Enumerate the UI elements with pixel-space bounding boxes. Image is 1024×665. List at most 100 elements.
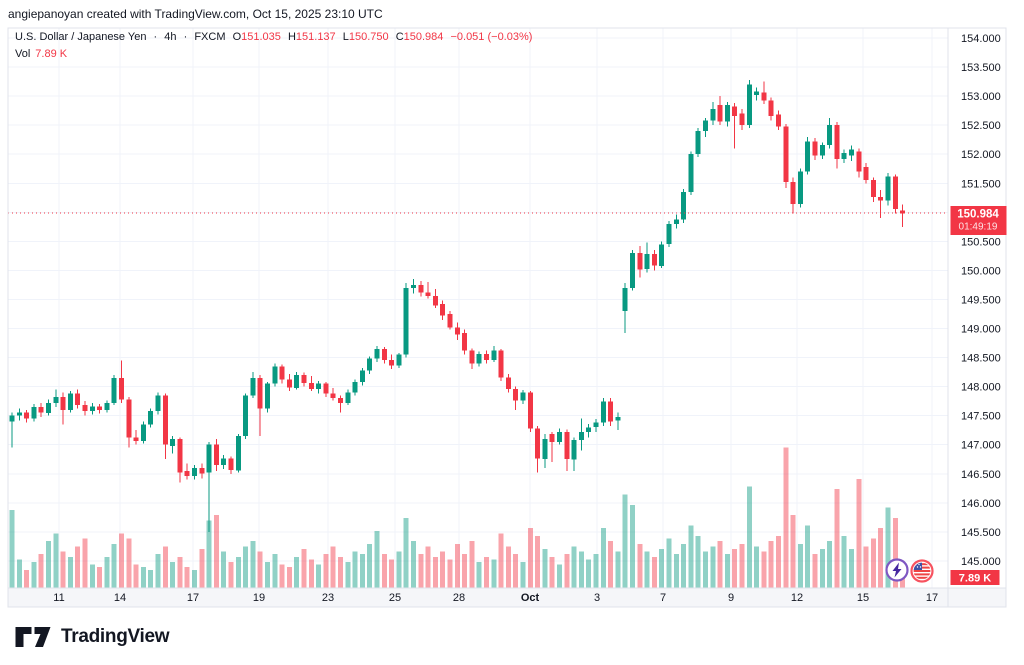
volume-bar: [462, 554, 468, 588]
candle-body: [892, 176, 898, 209]
candle-body: [476, 354, 482, 364]
candle-body: [31, 406, 37, 419]
high-label: H: [287, 31, 296, 43]
time-axis-label: 28: [453, 592, 465, 604]
volume-bar: [265, 562, 270, 588]
time-axis-label: 19: [253, 592, 265, 604]
candle-body: [75, 393, 81, 406]
volume-bar: [571, 546, 577, 588]
legend-separator: ·: [153, 31, 158, 43]
candle-body: [651, 254, 657, 266]
candle-body: [878, 197, 884, 201]
candle-body: [89, 406, 95, 411]
candle-body: [637, 253, 643, 270]
candle-body: [359, 370, 365, 382]
price-axis-label: 150.500: [961, 236, 1001, 248]
volume-bar: [126, 538, 132, 588]
time-axis-label: 17: [926, 592, 938, 604]
volume-bar: [644, 551, 650, 588]
volume-bar: [724, 554, 730, 588]
volume-bar: [505, 546, 511, 588]
volume-bar: [359, 554, 365, 588]
price-axis-label: 148.000: [961, 382, 1001, 394]
volume-bar: [710, 546, 716, 588]
volume-bar: [53, 533, 59, 588]
candle-body: [235, 436, 241, 471]
tradingview-logo[interactable]: TradingView: [14, 625, 170, 649]
volume-bar: [651, 556, 657, 588]
volume-bar: [243, 546, 249, 588]
volume-bar: [819, 549, 825, 588]
candle-body: [338, 398, 343, 403]
candle-body: [754, 91, 760, 95]
volume-bar: [31, 562, 37, 588]
exchange-label: FXCM: [194, 31, 226, 43]
volume-bar: [396, 551, 402, 588]
price-axis-label: 146.500: [961, 469, 1001, 481]
candle-body: [834, 125, 840, 159]
close-label: C: [395, 31, 404, 43]
candle-body: [454, 327, 460, 335]
candle-body: [425, 292, 431, 296]
volume-bar: [586, 559, 592, 588]
price-axis-label: 147.500: [961, 411, 1001, 423]
volume-bar: [140, 567, 146, 588]
price-axis-label: 153.000: [961, 91, 1001, 103]
volume-bar: [155, 554, 161, 588]
volume-bar: [863, 546, 869, 588]
candle-body: [790, 182, 796, 205]
time-axis-label: 9: [728, 592, 734, 604]
time-axis-strip[interactable]: [8, 588, 1006, 607]
candle-body: [535, 428, 541, 459]
volume-bar: [170, 562, 176, 588]
volume-bar: [24, 569, 30, 588]
volume-bar: [294, 556, 300, 588]
price-axis-label: 151.500: [961, 178, 1001, 190]
volume-bar: [746, 486, 752, 588]
price-axis-label: 150.000: [961, 265, 1001, 277]
candle-body: [352, 382, 358, 393]
candle-body: [462, 333, 468, 351]
candle-body: [9, 415, 15, 422]
candle-body: [717, 104, 723, 122]
volume-bar: [308, 559, 314, 588]
candle-body: [133, 437, 139, 442]
volume-bar: [666, 538, 672, 588]
volume-bar: [338, 556, 343, 588]
interval-label[interactable]: 4h: [164, 31, 177, 43]
legend-separator: ·: [183, 31, 188, 43]
volume-bar: [60, 551, 66, 588]
price-axis-label: 149.000: [961, 324, 1001, 336]
volume-bar: [615, 551, 621, 588]
volume-bar: [403, 517, 409, 588]
candle-body: [170, 438, 176, 446]
candle-body: [900, 210, 906, 214]
volume-bar: [286, 567, 292, 588]
volume-bar: [703, 551, 708, 588]
high-value: 151.137: [295, 31, 336, 43]
volume-bar: [228, 562, 234, 588]
candle-body: [155, 395, 161, 411]
symbol-legend: U.S. Dollar / Japanese Yen · 4h · FXCM O…: [15, 30, 532, 44]
candle-body: [221, 458, 227, 465]
volume-bar: [520, 562, 526, 588]
time-axis-label: 11: [53, 592, 64, 604]
attribution-text: angiepanoyan created with TradingView.co…: [8, 7, 383, 21]
volume-bar: [717, 541, 723, 588]
candle-body: [16, 412, 22, 416]
candle-body: [695, 131, 701, 155]
candle-body: [206, 444, 212, 473]
candle-body: [345, 392, 351, 403]
volume-bar: [89, 564, 95, 588]
symbol-name[interactable]: U.S. Dollar / Japanese Yen: [15, 31, 147, 43]
candle-body: [783, 126, 789, 183]
price-axis-label: 147.000: [961, 440, 1001, 452]
us-flag-event-icon[interactable]: [910, 559, 934, 583]
lightning-event-icon[interactable]: [885, 558, 909, 582]
candle-body: [849, 149, 854, 156]
candle-body: [432, 296, 438, 306]
volume-bar: [578, 551, 584, 588]
volume-bar: [681, 543, 687, 588]
candle-body: [257, 377, 263, 409]
